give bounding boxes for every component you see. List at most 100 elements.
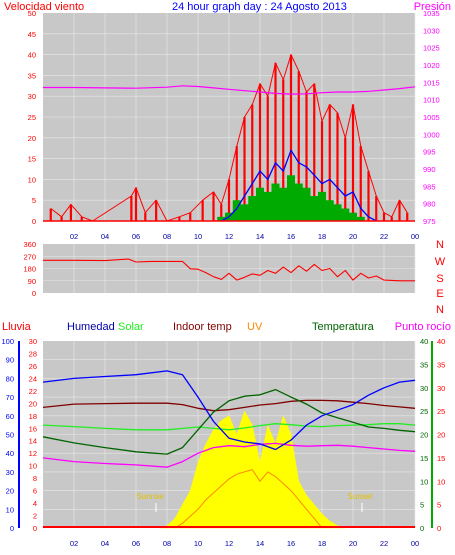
wind-bearing-bar bbox=[326, 200, 334, 221]
wind-speed-tick-label: 35 bbox=[28, 71, 36, 80]
direction-tick-label: 180 bbox=[23, 265, 36, 274]
rain-tick-label: 18 bbox=[29, 412, 37, 421]
direction-tick-label: 90 bbox=[28, 277, 36, 286]
humidity-tick-label: 0 bbox=[10, 524, 14, 533]
temperature-time-tick-label: 18 bbox=[318, 539, 326, 548]
temperature-tick-label: 20 bbox=[420, 431, 428, 440]
rain-tick-label: 20 bbox=[29, 399, 37, 408]
humidity-label: Humedad bbox=[67, 321, 115, 333]
wind-time-tick-label: 22 bbox=[380, 232, 388, 241]
temperature-tick-label: 15 bbox=[420, 454, 428, 463]
wind-bearing-bar bbox=[295, 184, 303, 221]
temperature-tick-label: 25 bbox=[420, 407, 428, 416]
direction-tick-label: 270 bbox=[23, 252, 36, 261]
rain-tick-label: 6 bbox=[33, 487, 37, 496]
humidity-tick-label: 20 bbox=[6, 487, 14, 496]
wind-bearing-bar bbox=[272, 184, 280, 221]
wind-speed-tick-label: 20 bbox=[28, 134, 36, 143]
humidity-tick-label: 70 bbox=[6, 393, 14, 402]
wind-speed-tick-label: 15 bbox=[28, 155, 36, 164]
compass-label: W bbox=[435, 256, 446, 268]
temperature-time-tick-label: 02 bbox=[70, 539, 78, 548]
rain-tick-label: 16 bbox=[29, 424, 37, 433]
wind-speed-axis: 05101520253035404550 bbox=[28, 9, 36, 226]
pressure-tick-label: 975 bbox=[423, 217, 436, 226]
pressure-axis: 9759809859909951000100510101015102010251… bbox=[423, 9, 440, 226]
solar-tick-label: 40 bbox=[437, 337, 445, 346]
rain-label: Lluvia bbox=[2, 321, 32, 333]
solar-tick-label: 30 bbox=[437, 384, 445, 393]
temperature-axis: 0 5 10 15 20 25 30 35 40 bbox=[420, 337, 432, 533]
rain-tick-label: 30 bbox=[29, 337, 37, 346]
wind-bearing-bar bbox=[256, 188, 264, 221]
pressure-tick-label: 1015 bbox=[423, 78, 440, 87]
solar-label: Solar bbox=[118, 321, 144, 333]
temperature-time-tick-label: 20 bbox=[349, 539, 357, 548]
compass-label: N bbox=[436, 239, 444, 251]
rain-tick-label: 10 bbox=[29, 462, 37, 471]
direction-tick-label: 360 bbox=[23, 240, 36, 249]
wind-bearing-bar bbox=[264, 192, 272, 221]
humidity-tick-label: 30 bbox=[6, 468, 14, 477]
wind-time-tick-label: 12 bbox=[225, 232, 233, 241]
wind-time-axis: 02 04 06 08 10 12 14 16 18 20 22 00 bbox=[70, 232, 419, 241]
wind-bearing-bar bbox=[334, 204, 342, 221]
dew-point-label: Punto rocío bbox=[395, 321, 451, 333]
sunset-annotation: Sunset bbox=[348, 492, 374, 501]
temperature-tick-label: 35 bbox=[420, 360, 428, 369]
wind-time-tick-label: 18 bbox=[318, 232, 326, 241]
indoor-temp-label: Indoor temp bbox=[173, 321, 232, 333]
wind-time-tick-label: 06 bbox=[132, 232, 140, 241]
temperature-time-tick-label: 14 bbox=[256, 539, 264, 548]
wind-time-tick-label: 00 bbox=[411, 232, 419, 241]
pressure-tick-label: 990 bbox=[423, 165, 436, 174]
rain-tick-label: 24 bbox=[29, 374, 37, 383]
humidity-tick-label: 100 bbox=[1, 337, 14, 346]
temperature-time-tick-label: 04 bbox=[101, 539, 109, 548]
rain-tick-label: 8 bbox=[33, 474, 37, 483]
solar-tick-label: 5 bbox=[437, 501, 441, 510]
wind-bearing-bar bbox=[303, 188, 311, 221]
pressure-tick-label: 1030 bbox=[423, 26, 440, 35]
direction-degrees-axis: 0 90 180 270 360 bbox=[23, 240, 36, 298]
temperature-time-tick-label: 22 bbox=[380, 539, 388, 548]
wind-bearing-bar bbox=[310, 196, 318, 221]
pressure-tick-label: 980 bbox=[423, 200, 436, 209]
direction-tick-label: 0 bbox=[32, 289, 36, 298]
wind-speed-tick-label: 30 bbox=[28, 92, 36, 101]
rain-tick-label: 4 bbox=[33, 499, 37, 508]
solar-tick-label: 15 bbox=[437, 454, 445, 463]
pressure-tick-label: 985 bbox=[423, 182, 436, 191]
wind-speed-tick-label: 10 bbox=[28, 175, 36, 184]
wind-speed-tick-label: 45 bbox=[28, 30, 36, 39]
wind-bearing-bar bbox=[241, 204, 249, 221]
temperature-time-tick-label: 10 bbox=[194, 539, 202, 548]
temperature-tick-label: 0 bbox=[420, 524, 424, 533]
solar-tick-label: 35 bbox=[437, 360, 445, 369]
rain-tick-label: 12 bbox=[29, 449, 37, 458]
humidity-axis: 0102030405060708090100 bbox=[1, 337, 19, 533]
temperature-time-tick-label: 00 bbox=[411, 539, 419, 548]
pressure-tick-label: 1005 bbox=[423, 113, 440, 122]
solar-tick-label: 0 bbox=[437, 524, 441, 533]
temperature-tick-label: 30 bbox=[420, 384, 428, 393]
pressure-tick-label: 1020 bbox=[423, 61, 440, 70]
humidity-tick-label: 60 bbox=[6, 412, 14, 421]
wind-speed-tick-label: 5 bbox=[32, 196, 36, 205]
temperature-tick-label: 10 bbox=[420, 477, 428, 486]
humidity-tick-label: 90 bbox=[6, 356, 14, 365]
temperature-time-axis: 02 04 06 08 10 12 14 16 18 20 22 00 bbox=[70, 539, 419, 548]
temperature-tick-label: 5 bbox=[420, 501, 424, 510]
wind-bearing-bar bbox=[248, 196, 256, 221]
wind-time-tick-label: 02 bbox=[70, 232, 78, 241]
rain-tick-label: 28 bbox=[29, 349, 37, 358]
humidity-tick-label: 40 bbox=[6, 449, 14, 458]
compass-label: S bbox=[436, 273, 443, 285]
rain-tick-label: 0 bbox=[33, 524, 37, 533]
temperature-label: Temperatura bbox=[312, 321, 375, 333]
rain-tick-label: 14 bbox=[29, 437, 37, 446]
temperature-time-tick-label: 08 bbox=[163, 539, 171, 548]
